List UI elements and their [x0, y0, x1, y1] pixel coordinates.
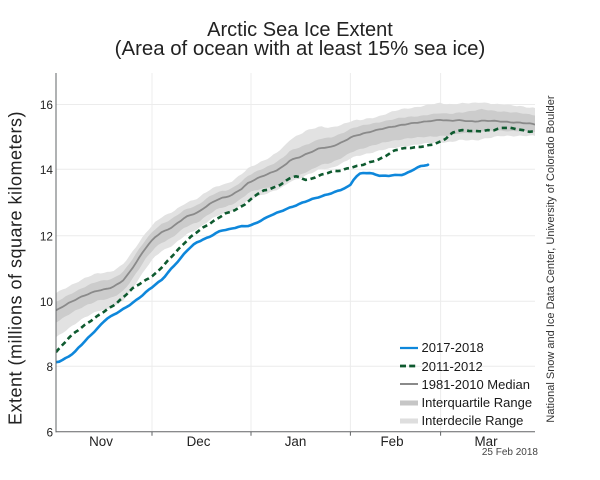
svg-text:10: 10 [40, 295, 54, 309]
svg-text:Mar: Mar [474, 434, 498, 449]
svg-text:16: 16 [40, 98, 54, 112]
svg-text:Feb: Feb [380, 434, 403, 449]
svg-text:6: 6 [46, 425, 53, 439]
svg-text:8: 8 [46, 360, 53, 374]
svg-text:14: 14 [40, 163, 54, 177]
svg-text:Dec: Dec [187, 434, 211, 449]
svg-text:Nov: Nov [89, 434, 113, 449]
svg-text:Jan: Jan [285, 434, 307, 449]
svg-text:12: 12 [40, 229, 53, 243]
